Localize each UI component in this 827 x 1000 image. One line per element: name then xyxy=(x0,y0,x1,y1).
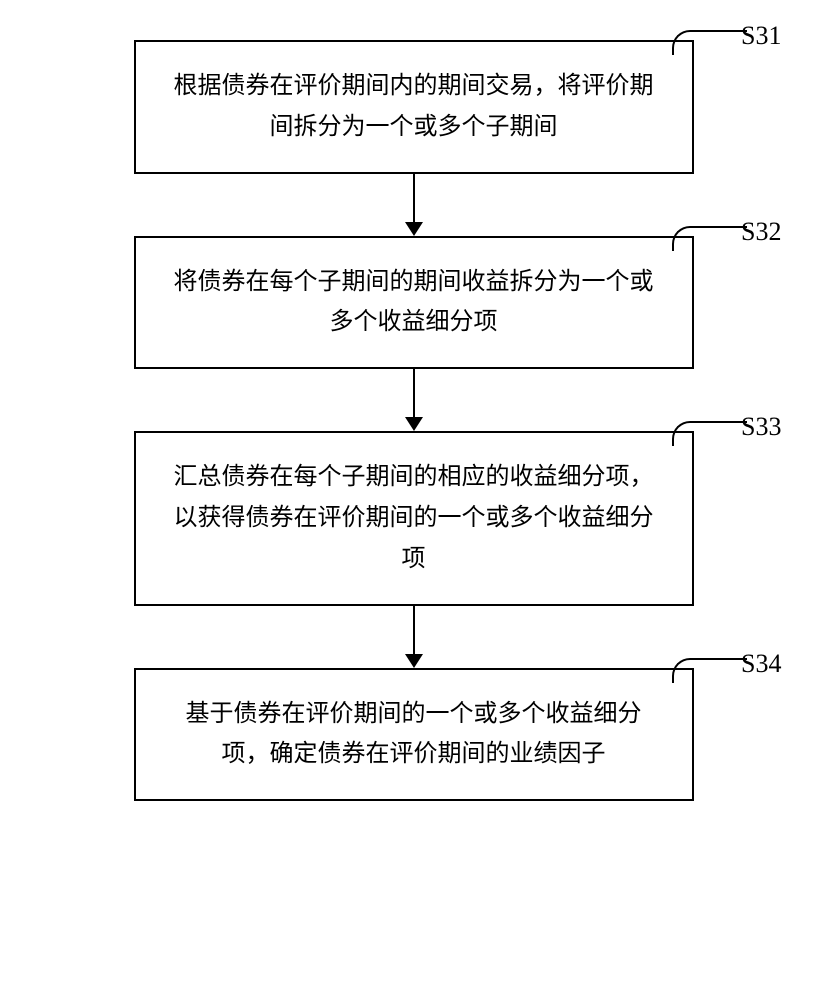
step-label: S31 xyxy=(741,14,781,58)
arrow-head xyxy=(405,222,423,236)
arrow-down-icon xyxy=(405,606,423,668)
label-connector xyxy=(672,226,747,251)
step-text: 将债券在每个子期间的期间收益拆分为一个或多个收益细分项 xyxy=(174,269,654,336)
step-wrapper-1: S31 根据债券在评价期间内的期间交易，将评价期间拆分为一个或多个子期间 xyxy=(20,40,807,236)
arrow-down-icon xyxy=(405,174,423,236)
step-wrapper-2: S32 将债券在每个子期间的期间收益拆分为一个或多个收益细分项 xyxy=(20,236,807,432)
arrow-head xyxy=(405,654,423,668)
step-box-s33: S33 汇总债券在每个子期间的相应的收益细分项，以获得债券在评价期间的一个或多个… xyxy=(134,431,694,605)
step-wrapper-3: S33 汇总债券在每个子期间的相应的收益细分项，以获得债券在评价期间的一个或多个… xyxy=(20,431,807,667)
step-box-s32: S32 将债券在每个子期间的期间收益拆分为一个或多个收益细分项 xyxy=(134,236,694,370)
step-label: S34 xyxy=(741,642,781,686)
step-label: S32 xyxy=(741,210,781,254)
label-connector xyxy=(672,30,747,55)
arrow-line xyxy=(413,174,415,222)
step-box-s34: S34 基于债券在评价期间的一个或多个收益细分项，确定债券在评价期间的业绩因子 xyxy=(134,668,694,802)
arrow-line xyxy=(413,606,415,654)
step-text: 根据债券在评价期间内的期间交易，将评价期间拆分为一个或多个子期间 xyxy=(174,73,654,140)
arrow-head xyxy=(405,417,423,431)
step-text: 汇总债券在每个子期间的相应的收益细分项，以获得债券在评价期间的一个或多个收益细分… xyxy=(174,464,654,572)
label-connector xyxy=(672,658,747,683)
step-box-s31: S31 根据债券在评价期间内的期间交易，将评价期间拆分为一个或多个子期间 xyxy=(134,40,694,174)
step-wrapper-4: S34 基于债券在评价期间的一个或多个收益细分项，确定债券在评价期间的业绩因子 xyxy=(20,668,807,802)
flowchart-container: S31 根据债券在评价期间内的期间交易，将评价期间拆分为一个或多个子期间 S32… xyxy=(20,40,807,801)
step-text: 基于债券在评价期间的一个或多个收益细分项，确定债券在评价期间的业绩因子 xyxy=(186,701,642,768)
label-connector xyxy=(672,421,747,446)
arrow-down-icon xyxy=(405,369,423,431)
step-label: S33 xyxy=(741,405,781,449)
arrow-line xyxy=(413,369,415,417)
